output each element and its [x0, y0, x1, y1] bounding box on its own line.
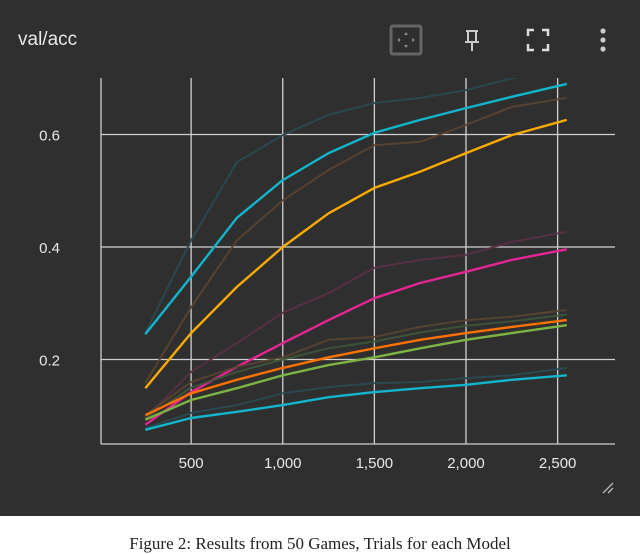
series-line-7 — [144, 309, 567, 417]
series-line-5 — [144, 230, 567, 419]
pin-button[interactable] — [455, 24, 489, 56]
more-menu-button[interactable] — [586, 24, 620, 56]
x-tick-label: 500 — [179, 455, 204, 472]
series-line-9 — [144, 318, 567, 417]
series-line-4 — [144, 118, 568, 389]
x-tick-label: 1,500 — [356, 455, 394, 472]
fit-domain-icon — [389, 24, 423, 56]
line-chart[interactable]: 0.2 0.4 0.6 500 1,000 1,500 2,000 2,500 — [0, 0, 640, 516]
resize-handle-icon[interactable] — [600, 480, 614, 494]
y-tick-label: 0.6 — [39, 128, 60, 145]
card-title: val/acc — [18, 29, 78, 50]
series-line-12 — [145, 374, 567, 431]
scalar-card: val/acc 0.2 0.4 0.6 500 1,000 1,500 2,000 2,500 — [0, 0, 640, 516]
x-tick-label: 2,500 — [539, 455, 577, 472]
x-tick-label: 1,000 — [264, 455, 302, 472]
series-line-6 — [144, 248, 568, 426]
more-vert-icon — [600, 28, 606, 52]
series-line-8 — [144, 313, 567, 420]
axes: 0.2 0.4 0.6 500 1,000 1,500 2,000 2,500 — [39, 78, 615, 472]
fullscreen-button[interactable] — [521, 24, 555, 56]
grid — [101, 78, 615, 444]
series-line-3 — [144, 96, 567, 384]
series-line-1 — [144, 78, 519, 334]
series-line-11 — [144, 366, 567, 430]
series-line-2 — [144, 82, 568, 335]
pin-icon — [465, 30, 479, 51]
fit-domain-button[interactable] — [389, 24, 423, 56]
x-tick-label: 2,000 — [447, 455, 485, 472]
figure-caption: Figure 2: Results from 50 Games, Trials … — [129, 534, 511, 553]
series-line-10 — [144, 324, 567, 421]
series-lines — [144, 78, 568, 431]
y-tick-label: 0.2 — [39, 353, 60, 370]
fullscreen-icon — [526, 28, 550, 52]
y-tick-label: 0.4 — [39, 240, 60, 257]
